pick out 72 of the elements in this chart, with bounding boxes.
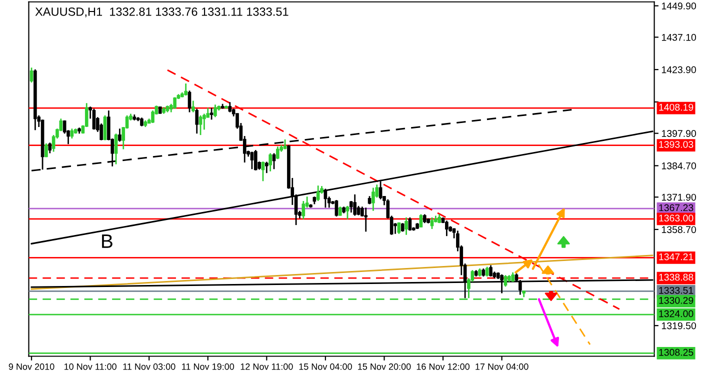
y-tick-label: 1358.70 bbox=[662, 226, 696, 234]
candlestick bbox=[504, 274, 508, 288]
candlestick bbox=[353, 194, 356, 216]
x-tick-label: 11 Nov 19:00 bbox=[182, 363, 234, 370]
candlestick bbox=[103, 114, 107, 141]
y-tick-label: 1437.10 bbox=[662, 34, 696, 41]
candlestick bbox=[404, 216, 408, 236]
ref-line-label: 1393.03 bbox=[659, 140, 694, 148]
y-tick-label: 1384.70 bbox=[662, 162, 696, 170]
ref-line-label: 1367.23 bbox=[659, 204, 694, 212]
candlestick bbox=[283, 138, 287, 150]
x-tick-label: 9 Nov 2010 bbox=[8, 363, 54, 370]
candlestick bbox=[408, 216, 412, 232]
candlestick bbox=[324, 188, 328, 208]
candlestick bbox=[338, 206, 342, 216]
candlestick bbox=[378, 180, 382, 200]
ref-line-label: 1330.29 bbox=[659, 296, 694, 304]
candlestick bbox=[92, 108, 96, 130]
candlestick bbox=[302, 200, 306, 220]
candlestick bbox=[261, 160, 265, 182]
candlestick bbox=[485, 266, 489, 278]
ref-line-label: 1338.88 bbox=[659, 274, 694, 281]
candlestick bbox=[268, 152, 272, 172]
x-tick-label: 12 Nov 11:00 bbox=[240, 363, 293, 370]
candlestick bbox=[228, 101, 232, 113]
candlestick bbox=[118, 128, 122, 142]
candlestick bbox=[198, 114, 202, 136]
candlestick bbox=[195, 108, 199, 134]
ref-line-label: 1308.25 bbox=[659, 348, 694, 356]
candlestick bbox=[214, 104, 217, 118]
ref-line-label: 1347.21 bbox=[659, 253, 694, 260]
ref-line-label: 1363.00 bbox=[659, 214, 694, 222]
candlestick bbox=[70, 128, 74, 140]
candlestick bbox=[372, 187, 375, 212]
x-tick-label: 16 Nov 12:00 bbox=[416, 363, 470, 370]
candlestick bbox=[272, 152, 276, 170]
ref-line-label: 1333.51 bbox=[659, 286, 694, 294]
ref-line-label: 1408.19 bbox=[659, 104, 694, 111]
candlestick bbox=[276, 146, 280, 160]
candlestick bbox=[346, 205, 350, 220]
candlestick bbox=[489, 264, 492, 278]
candlestick bbox=[44, 142, 48, 158]
x-tick-label: 15 Nov 04:00 bbox=[299, 363, 352, 370]
chart-title: XAUUSD,H1 1332.81 1333.76 1331.11 1333.51 bbox=[35, 8, 288, 18]
candlestick bbox=[250, 151, 254, 170]
x-tick-label: 15 Nov 20:00 bbox=[358, 363, 411, 370]
x-tick-label: 11 Nov 03:00 bbox=[123, 363, 176, 370]
candlestick bbox=[48, 142, 52, 154]
candlestick bbox=[254, 149, 258, 172]
candlestick bbox=[188, 90, 192, 113]
y-tick-label: 1319.50 bbox=[662, 322, 696, 330]
candlestick bbox=[265, 161, 268, 174]
candlestick bbox=[210, 107, 214, 120]
candlestick bbox=[114, 132, 118, 165]
candlestick bbox=[430, 216, 434, 230]
candlestick bbox=[151, 110, 154, 124]
candlestick bbox=[192, 100, 195, 113]
y-tick-label: 1449.90 bbox=[662, 2, 696, 10]
ref-line-label: 1324.00 bbox=[659, 310, 694, 318]
candlestick bbox=[334, 199, 338, 218]
y-tick-label: 1423.90 bbox=[662, 66, 696, 74]
x-tick-label: 17 Nov 04:00 bbox=[476, 363, 528, 370]
candlestick bbox=[30, 66, 34, 84]
candlestick bbox=[419, 214, 423, 228]
candlestick bbox=[364, 206, 368, 232]
candlestick bbox=[184, 82, 188, 96]
y-tick-label: 1397.90 bbox=[662, 130, 696, 137]
candlestick bbox=[445, 220, 448, 237]
candlestick bbox=[316, 184, 320, 202]
x-tick-label: 10 Nov 11:00 bbox=[64, 363, 116, 370]
annotation: B bbox=[102, 234, 112, 248]
y-tick-label: 1371.90 bbox=[662, 194, 696, 201]
